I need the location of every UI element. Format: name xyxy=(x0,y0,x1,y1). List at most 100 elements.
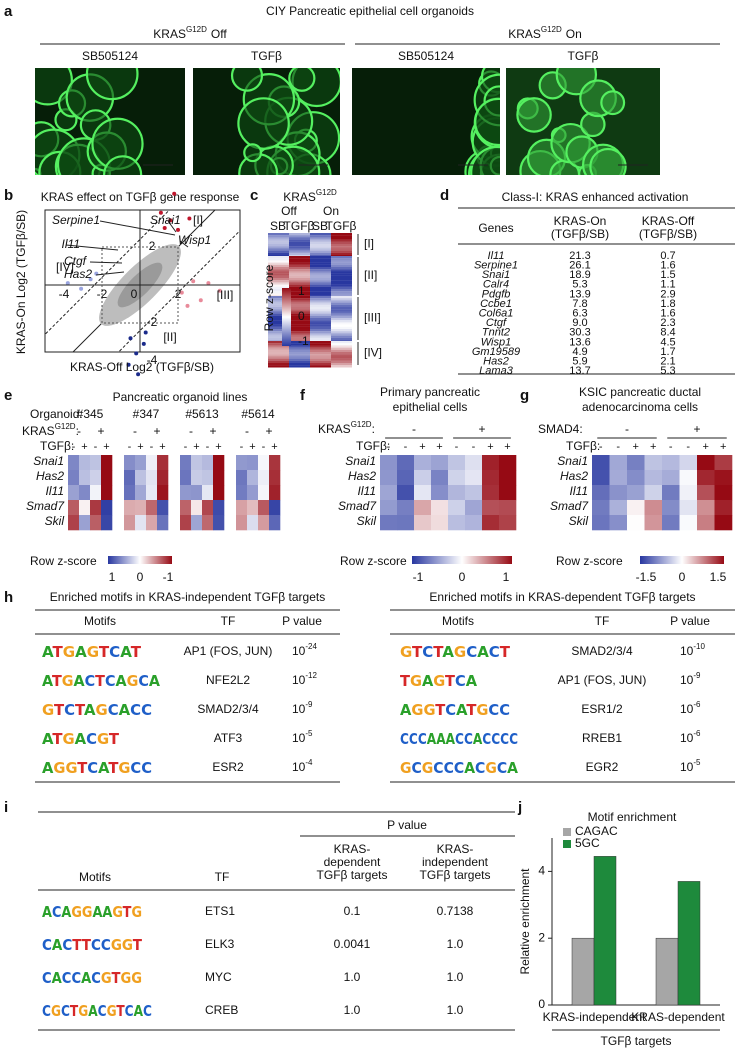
cell xyxy=(202,455,214,471)
cell xyxy=(662,485,680,501)
gene-label: Il11 xyxy=(570,484,588,498)
cell xyxy=(268,298,289,301)
motif-letter: A xyxy=(92,903,102,921)
cell xyxy=(268,329,289,332)
cell xyxy=(289,335,310,338)
cell xyxy=(627,485,645,501)
scatter-point xyxy=(126,362,131,367)
motif-letter: G xyxy=(422,759,434,777)
cell xyxy=(289,324,310,327)
cell xyxy=(268,241,289,245)
cell xyxy=(310,360,331,364)
diagonal xyxy=(117,229,240,352)
sign-label: - xyxy=(387,441,391,453)
motif-letter: T xyxy=(500,643,511,661)
cell xyxy=(499,515,517,531)
sign-label: + xyxy=(271,441,277,453)
motif-letter: C xyxy=(42,1002,51,1020)
gene-label: Il11 xyxy=(358,484,376,498)
cell xyxy=(268,363,289,366)
cell xyxy=(448,470,466,486)
cell xyxy=(331,320,352,323)
cell xyxy=(268,304,289,308)
cell xyxy=(397,500,415,516)
leader-line xyxy=(179,240,189,248)
y-tick-label: 0 xyxy=(538,997,545,1011)
motif-letter: C xyxy=(444,759,454,777)
motif-letter: C xyxy=(455,672,466,690)
table-header: P value xyxy=(387,818,427,832)
table-header: KRAS- xyxy=(437,842,474,856)
p-value-exponent: -9 xyxy=(305,700,313,709)
motif-letter: C xyxy=(491,730,500,748)
table-cell: 0.7 xyxy=(660,250,675,262)
cell xyxy=(90,515,102,531)
cell xyxy=(609,485,628,501)
motif-letter: A xyxy=(473,730,483,748)
cell xyxy=(68,500,80,516)
cell xyxy=(310,318,331,321)
cell xyxy=(431,470,449,486)
panel-title: adenocarcinoma cells xyxy=(582,400,698,414)
column-label: TGFβ xyxy=(326,219,357,233)
cell xyxy=(331,354,352,357)
tf-name: AP1 (FOS, JUN) xyxy=(184,644,273,658)
cell xyxy=(289,315,310,319)
colorbar-tick-label: -1 xyxy=(163,570,174,584)
cell xyxy=(289,244,310,247)
cell xyxy=(157,515,169,531)
motif-letter: A xyxy=(98,759,110,777)
motif-letter: G xyxy=(485,759,497,777)
cell xyxy=(331,284,352,287)
cell xyxy=(247,485,259,501)
cell xyxy=(68,515,80,531)
motif-logo: TGAGTCA xyxy=(400,672,477,690)
label-base: KRAS xyxy=(318,422,351,436)
cell xyxy=(268,341,289,344)
quadrant-label: [IV] xyxy=(56,260,74,274)
cell xyxy=(697,515,715,531)
cell xyxy=(135,455,147,471)
cell xyxy=(380,470,398,486)
label-suffix: Off xyxy=(211,27,227,41)
motif-letter: C xyxy=(42,936,52,954)
gene-name: Tnnt2 xyxy=(482,327,510,339)
sign-label: + xyxy=(103,441,109,453)
cell xyxy=(310,335,331,338)
table-cell: 4.9 xyxy=(572,346,587,358)
motif-letter: C xyxy=(91,969,101,987)
motif-letter: T xyxy=(435,701,446,719)
motif-letter: T xyxy=(109,730,120,748)
cell xyxy=(289,241,310,245)
leader-line xyxy=(89,261,123,264)
p-value-base: 10 xyxy=(680,702,694,716)
sign-label: + xyxy=(81,441,87,453)
cell xyxy=(135,500,147,516)
gene-name: Pdgfb xyxy=(482,288,511,300)
table-cell: 5.3 xyxy=(660,365,675,377)
cell xyxy=(310,269,331,272)
cell xyxy=(236,485,248,501)
cell xyxy=(289,264,310,268)
motif-logo: CACTTCCGGT xyxy=(42,936,143,954)
cell xyxy=(236,470,248,486)
cell xyxy=(180,470,192,486)
cell xyxy=(289,363,310,366)
p-value: 10-5 xyxy=(680,758,701,774)
p-value-exponent: -5 xyxy=(305,729,313,738)
p-value-base: 10 xyxy=(292,644,306,658)
tf-name: ESR2 xyxy=(212,760,244,774)
cell xyxy=(662,515,680,531)
organoid xyxy=(516,97,552,133)
bar xyxy=(593,856,617,1006)
cell xyxy=(289,322,310,325)
cell xyxy=(289,237,310,240)
cell xyxy=(268,289,289,292)
cell xyxy=(268,349,289,353)
cell xyxy=(627,500,645,516)
scatter-point xyxy=(206,281,211,286)
motif-letter: A xyxy=(115,672,126,690)
cell xyxy=(331,322,352,325)
cell xyxy=(482,500,500,516)
p-value-base: 10 xyxy=(292,673,306,687)
